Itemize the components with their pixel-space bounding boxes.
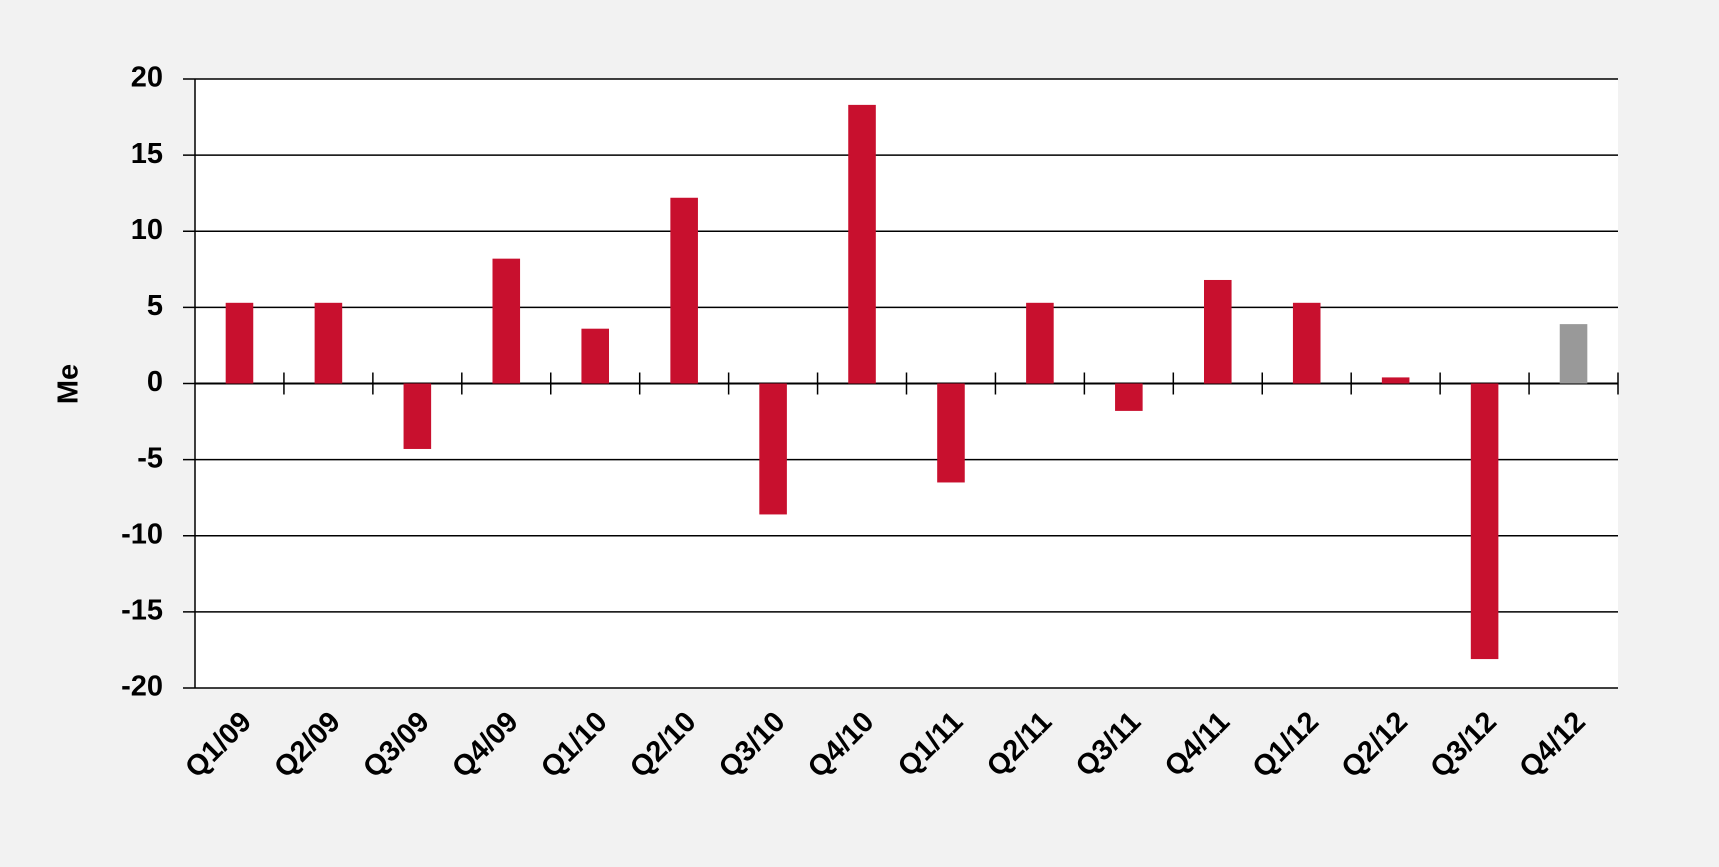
bar (314, 302, 343, 384)
bar (937, 383, 965, 483)
bar (581, 328, 610, 384)
bar (1115, 383, 1143, 411)
bar (1559, 324, 1588, 384)
bar (225, 302, 254, 384)
y-tick-label: -10 (121, 518, 163, 550)
bar (403, 383, 432, 449)
bar (670, 197, 698, 384)
bar (1292, 302, 1321, 384)
y-tick-label: -15 (121, 595, 163, 627)
bar (1203, 279, 1232, 384)
bar (848, 104, 876, 384)
y-tick-label: 10 (131, 214, 163, 246)
y-tick-label: 15 (131, 138, 163, 170)
y-tick-label: 0 (147, 366, 163, 398)
y-tick-label: -20 (121, 671, 163, 703)
y-axis-label: Me (53, 364, 85, 404)
y-tick-label: 5 (147, 290, 163, 322)
bar (1026, 302, 1054, 384)
y-tick-label: 20 (131, 62, 163, 94)
bar (1470, 383, 1499, 660)
bar (492, 258, 521, 384)
bar (759, 383, 787, 515)
bar (1381, 377, 1410, 384)
y-tick-label: -5 (137, 442, 163, 474)
